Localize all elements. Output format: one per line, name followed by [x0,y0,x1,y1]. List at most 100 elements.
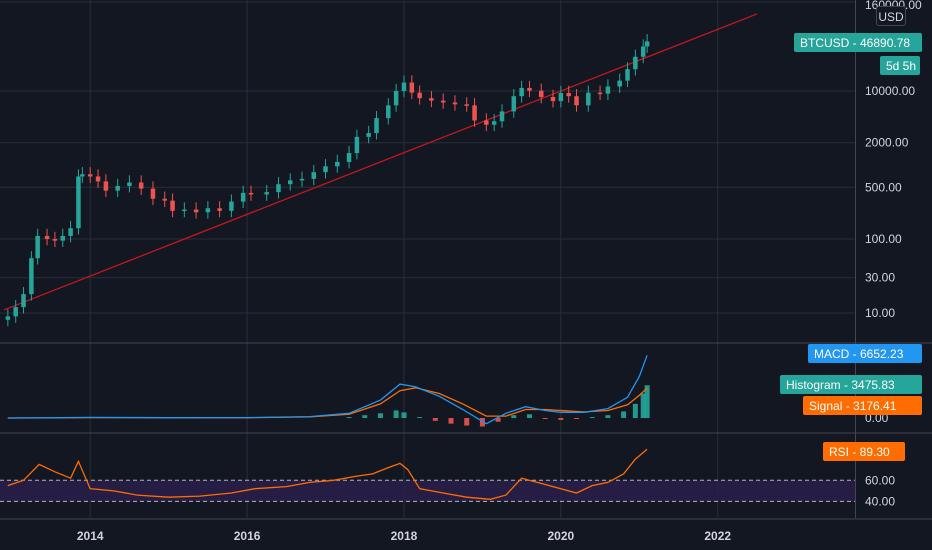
rsi-upper-label: 60.00 [865,473,895,487]
candle[interactable] [597,92,603,95]
candle[interactable] [299,178,305,181]
candle[interactable] [401,82,407,91]
candle[interactable] [499,111,505,122]
candle[interactable] [217,208,222,211]
histogram-bar [526,414,532,418]
candle[interactable] [527,87,532,91]
candle[interactable] [205,208,211,213]
histogram-bar [644,385,650,418]
candle[interactable] [103,181,109,191]
value-badges: BTCUSD - 46890.78 5d 5h MACD - 6652.23 Hist… [780,33,922,461]
candle[interactable] [193,209,199,213]
x-tick-label: 2014 [77,529,104,543]
candle[interactable] [429,98,434,101]
signal-badge: Signal - 3176.41 [803,396,922,415]
candle[interactable] [605,86,611,94]
rsi-line[interactable] [7,448,648,500]
candle[interactable] [115,186,120,191]
candle[interactable] [633,56,638,70]
histogram-bar [377,413,383,418]
candle[interactable] [566,92,571,97]
currency-unit-button[interactable]: USD [876,6,906,26]
candle[interactable] [162,198,167,201]
candle[interactable] [87,174,93,177]
macd-panel[interactable] [7,355,650,427]
candle[interactable] [346,153,352,162]
candle[interactable] [182,209,187,212]
candle[interactable] [538,90,544,97]
histogram-bar [346,417,352,419]
macd-line[interactable] [7,355,648,425]
candle[interactable] [52,239,58,241]
candle[interactable] [386,105,391,119]
rsi-lower-label: 40.00 [865,494,895,508]
y-tick-label: 2000.00 [865,136,909,150]
candle[interactable] [484,120,489,125]
candle[interactable] [276,184,281,193]
candle[interactable] [574,96,579,106]
candle[interactable] [335,161,340,167]
candle[interactable] [550,96,556,102]
candle[interactable] [264,192,269,195]
histogram-bar [589,417,595,419]
candle[interactable] [452,102,458,105]
candle[interactable] [586,92,591,106]
candle[interactable] [170,200,175,211]
candle[interactable] [127,182,132,187]
candle[interactable] [240,192,246,202]
candle[interactable] [248,192,254,195]
candle[interactable] [229,201,234,211]
candle[interactable] [558,92,564,102]
histogram-bar [605,415,611,418]
candle[interactable] [464,104,469,106]
candle[interactable] [311,172,317,179]
histogram-bar [495,418,501,422]
candle[interactable] [440,100,446,103]
trendline[interactable] [3,13,758,311]
x-tick-label: 2020 [547,529,574,543]
candle[interactable] [287,180,293,185]
candle[interactable] [76,176,81,229]
candle[interactable] [150,188,156,199]
candle[interactable] [138,182,144,189]
price-panel[interactable] [3,13,758,327]
candle[interactable] [29,258,34,295]
candle[interactable] [80,174,85,177]
candle[interactable] [625,69,630,81]
candle[interactable] [13,307,18,317]
candle[interactable] [393,91,399,106]
candle[interactable] [44,235,50,239]
histogram-bar [511,415,517,418]
candle[interactable] [417,92,422,99]
candle[interactable] [21,294,26,308]
histogram-badge-text: Histogram - 3475.83 [786,378,895,392]
candle[interactable] [60,235,66,241]
candle[interactable] [640,46,646,57]
candle[interactable] [491,121,497,125]
candle[interactable] [409,82,415,93]
macd-badge-text: MACD - 6652.23 [814,347,904,361]
signal-badge-text: Signal - 3176.41 [809,399,897,413]
rsi-panel[interactable] [0,448,855,502]
histogram-bar [432,418,438,421]
x-tick-label: 2022 [704,529,731,543]
y-tick-label: 30.00 [865,271,895,285]
candle[interactable] [374,118,379,134]
candle[interactable] [5,316,11,320]
signal-line[interactable] [7,387,648,419]
candle[interactable] [519,87,524,97]
btcusd-price-badge: BTCUSD - 46890.78 [794,33,922,52]
candle[interactable] [366,133,371,137]
candle[interactable] [354,136,360,154]
candle[interactable] [644,41,650,47]
candle[interactable] [511,96,517,112]
candle[interactable] [472,105,477,121]
candle[interactable] [68,228,73,236]
histogram-bar [621,411,627,418]
candle[interactable] [35,235,40,259]
candle[interactable] [323,166,328,173]
btcusd-price-badge-text: BTCUSD - 46890.78 [800,36,910,50]
candle[interactable] [95,176,101,182]
candle[interactable] [617,80,622,87]
